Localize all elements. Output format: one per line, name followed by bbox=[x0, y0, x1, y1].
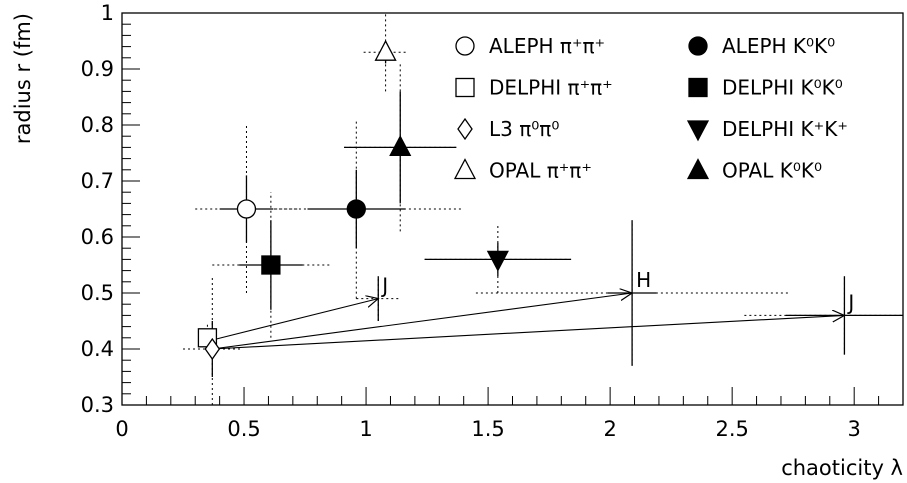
point-annotations: J HJ bbox=[380, 268, 854, 314]
y-tick-label: 0.4 bbox=[81, 337, 114, 361]
legend-marker bbox=[686, 120, 710, 142]
x-tick-label: 2.5 bbox=[715, 417, 748, 441]
arrow bbox=[212, 293, 632, 350]
legend-entry: OPAL K⁰K⁰ bbox=[722, 159, 822, 183]
legend-entry: DELPHI π⁺π⁺ bbox=[489, 76, 613, 100]
legend-marker bbox=[455, 77, 475, 98]
legend-marker bbox=[686, 158, 710, 180]
y-tick-label: 0.9 bbox=[81, 57, 114, 81]
legend-entry: DELPHI K⁺K⁺ bbox=[722, 117, 848, 141]
y-tick-label: 0.3 bbox=[81, 393, 114, 417]
legend-entry: ALEPH π⁺π⁺ bbox=[489, 34, 605, 58]
arrows bbox=[209, 293, 845, 350]
legend-marker bbox=[688, 77, 708, 98]
legend-marker bbox=[457, 117, 473, 141]
point-annotation: H bbox=[636, 268, 651, 292]
x-tick-label: 0.5 bbox=[227, 417, 260, 441]
data-point bbox=[389, 135, 412, 157]
legend-entry: ALEPH K⁰K⁰ bbox=[722, 34, 835, 58]
x-tick-label: 2 bbox=[603, 417, 616, 441]
data-point bbox=[374, 39, 397, 61]
data-markers bbox=[197, 39, 509, 361]
systematic-error-bars bbox=[183, 13, 903, 405]
data-point bbox=[486, 250, 509, 272]
y-tick-label: 0.7 bbox=[81, 169, 114, 193]
legend: ALEPH π⁺π⁺ DELPHI π⁺π⁺ L3 π⁰π⁰ OPAL π⁺π⁺ ALE… bbox=[453, 34, 848, 183]
x-tick-label: 3 bbox=[848, 417, 861, 441]
x-tick-label: 0 bbox=[115, 417, 128, 441]
data-point bbox=[204, 337, 221, 361]
point-annotation: J bbox=[846, 290, 854, 314]
arrow bbox=[209, 299, 378, 342]
data-point bbox=[236, 199, 257, 219]
x-axis-label: chaoticity λ bbox=[781, 456, 903, 480]
arrow bbox=[212, 315, 844, 350]
legend-entry: DELPHI K⁰K⁰ bbox=[722, 76, 843, 100]
y-tick-label: 0.8 bbox=[81, 113, 114, 137]
y-tick-label: 0.5 bbox=[81, 281, 114, 305]
y-tick-label: 0.6 bbox=[81, 225, 114, 249]
x-tick-label: 1.5 bbox=[471, 417, 504, 441]
data-point bbox=[346, 199, 366, 219]
data-point bbox=[261, 255, 281, 275]
legend-marker bbox=[455, 36, 475, 56]
y-axis-label: radius r (fm) bbox=[11, 13, 35, 144]
axis-ticks: 0 0.5 1 1.5 2 2.5 3 0.3 0.4 0.5 0.6 0.7 0.8 0.9 1 bbox=[81, 1, 904, 441]
point-annotation: J bbox=[380, 274, 388, 298]
legend-marker bbox=[453, 158, 477, 180]
y-tick-label: 1 bbox=[101, 1, 114, 25]
x-tick-label: 1 bbox=[359, 417, 372, 441]
legend-entry: L3 π⁰π⁰ bbox=[489, 117, 559, 141]
legend-entry: OPAL π⁺π⁺ bbox=[489, 159, 592, 183]
legend-marker bbox=[688, 36, 708, 56]
